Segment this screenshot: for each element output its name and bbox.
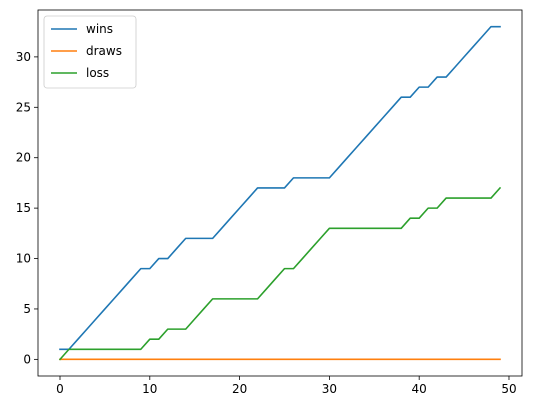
axis-ticks: 0 10 20 30 40 50 0 5 10 15 20 25 30	[16, 50, 517, 396]
x-tick-label: 0	[56, 382, 64, 396]
legend-label-wins: wins	[86, 22, 113, 36]
y-tick-label: 25	[16, 100, 31, 114]
series-line-loss	[58, 186, 502, 361]
y-tick-label: 10	[16, 252, 31, 266]
legend-label-loss: loss	[86, 66, 109, 80]
x-tick-label: 50	[501, 382, 516, 396]
plot-area-frame	[37, 9, 523, 377]
legend: wins draws loss	[43, 15, 137, 89]
y-tick-label: 30	[16, 50, 31, 64]
x-tick-label: 10	[142, 382, 157, 396]
series-line-wins	[59, 25, 501, 351]
y-tick-label: 20	[16, 151, 31, 165]
y-tick-label: 15	[16, 201, 31, 215]
y-tick-label: 0	[23, 352, 31, 366]
y-tick-label: 5	[23, 302, 31, 316]
legend-label-draws: draws	[86, 44, 122, 58]
legend-box	[43, 15, 137, 89]
series-lines	[58, 25, 502, 361]
x-tick-label: 20	[232, 382, 247, 396]
x-tick-label: 30	[322, 382, 337, 396]
x-tick-label: 40	[412, 382, 427, 396]
